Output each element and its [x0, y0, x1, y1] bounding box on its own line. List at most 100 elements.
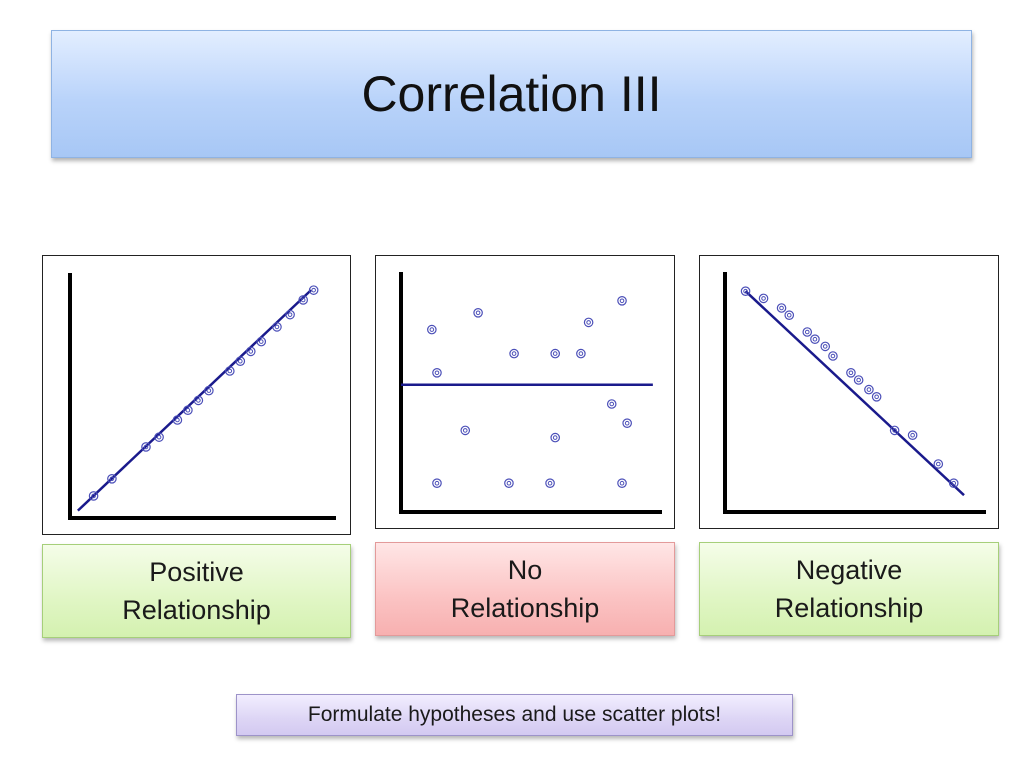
positive-point-outer-ring [272, 322, 282, 332]
negative-point-outer-ring [784, 310, 795, 320]
positive-point-inner-ring [274, 324, 280, 330]
negative-point-outer-ring [828, 351, 838, 361]
positive-point-inner-ring [175, 417, 180, 423]
positive-point-inner-ring [311, 287, 316, 293]
negative-scatter-svg [723, 272, 986, 514]
no-relationship-point-inner-ring [429, 327, 435, 332]
positive-data-point [193, 395, 204, 406]
positive-point-inner-ring [248, 349, 254, 354]
positive-data-point [272, 322, 282, 332]
positive-data-point [107, 474, 117, 484]
positive-data-point [245, 346, 256, 357]
positive-point-inner-ring [109, 476, 115, 482]
no-relationship-data-point [432, 368, 442, 378]
no-relationship-point-inner-ring [619, 298, 625, 304]
no-relationship-data-point [606, 399, 617, 409]
negative-data-point [740, 286, 751, 296]
positive-point-outer-ring [245, 346, 256, 357]
no-relationship-data-point [576, 348, 586, 359]
positive-point-outer-ring [172, 415, 183, 425]
negative-data-point [802, 327, 813, 337]
negative-data-point [853, 375, 864, 385]
negative-data-point [784, 310, 795, 320]
negative-point-inner-ring [951, 480, 957, 486]
negative-data-point [948, 478, 959, 488]
positive-point-outer-ring [285, 309, 295, 320]
positive-data-point [308, 285, 319, 295]
positive-relationship-label: Positive Relationship [122, 557, 271, 625]
no-relationship-point-inner-ring [434, 370, 440, 376]
no-relationship-point-outer-ring [432, 478, 442, 488]
positive-point-inner-ring [185, 407, 191, 413]
negative-point-outer-ring [810, 334, 820, 344]
negative-point-inner-ring [812, 336, 818, 342]
negative-point-outer-ring [802, 327, 813, 337]
negative-point-outer-ring [758, 293, 769, 304]
negative-point-inner-ring [822, 344, 828, 349]
positive-data-point [154, 432, 164, 442]
no-relationship-point-inner-ring [434, 480, 440, 486]
no-relationship-point-outer-ring [504, 478, 514, 488]
positive-point-outer-ring [141, 442, 151, 452]
negative-point-inner-ring [779, 305, 784, 311]
negative-point-inner-ring [804, 329, 810, 335]
no-relationship-scatter-plot [375, 255, 675, 529]
negative-relationship-label: Negative Relationship [774, 555, 924, 623]
no-relationship-data-point [432, 478, 442, 488]
no-relationship-point-inner-ring [475, 310, 481, 316]
positive-point-outer-ring [204, 385, 214, 396]
positive-relationship-label-box: Positive Relationship [42, 544, 351, 638]
positive-point-outer-ring [225, 366, 235, 376]
no-relationship-point-outer-ring [576, 348, 586, 359]
no-relationship-point-inner-ring [547, 480, 553, 486]
no-relationship-point-outer-ring [460, 425, 471, 436]
positive-data-point [204, 385, 214, 396]
positive-data-point [235, 356, 246, 366]
no-relationship-point-inner-ring [506, 480, 512, 486]
positive-data-point [88, 491, 99, 501]
negative-point-inner-ring [936, 461, 941, 467]
positive-data-point [183, 405, 193, 415]
negative-point-inner-ring [830, 353, 836, 359]
no-relationship-point-outer-ring [617, 478, 627, 488]
no-relationship-point-outer-ring [550, 348, 560, 359]
negative-data-point [889, 425, 900, 436]
no-relationship-data-point [427, 324, 437, 335]
negative-point-outer-ring [776, 303, 787, 313]
page-title: Correlation III [361, 66, 662, 122]
positive-data-point [298, 295, 308, 305]
negative-point-outer-ring [853, 375, 864, 385]
negative-point-outer-ring [871, 392, 882, 402]
no-relationship-data-point [550, 432, 560, 443]
no-relationship-point-outer-ring [432, 368, 442, 378]
negative-data-point [933, 459, 944, 469]
no-relationship-label: No Relationship [450, 555, 600, 623]
negative-point-outer-ring [864, 384, 874, 395]
positive-point-inner-ring [300, 297, 306, 303]
no-relationship-point-outer-ring [583, 317, 594, 328]
positive-point-outer-ring [193, 395, 204, 406]
negative-point-outer-ring [933, 459, 944, 469]
negative-point-outer-ring [948, 478, 959, 488]
no-relationship-data-point [550, 348, 560, 359]
no-relationship-point-outer-ring [427, 324, 437, 335]
negative-point-inner-ring [786, 312, 792, 318]
footer-callout: Formulate hypotheses and use scatter plo… [236, 694, 793, 736]
negative-data-point [907, 430, 918, 440]
negative-point-inner-ring [866, 387, 872, 392]
negative-scatter-plot [699, 255, 999, 529]
no-relationship-point-outer-ring [545, 478, 555, 488]
no-relationship-data-point [504, 478, 514, 488]
no-relationship-point-outer-ring [509, 348, 519, 359]
no-relationship-point-inner-ring [586, 320, 591, 325]
negative-data-point [758, 293, 769, 304]
no-relationship-data-point [622, 418, 632, 428]
negative-point-outer-ring [889, 425, 900, 436]
positive-point-inner-ring [206, 388, 212, 393]
no-relationship-point-outer-ring [606, 399, 617, 409]
no-relationship-point-outer-ring [617, 295, 627, 306]
negative-point-outer-ring [740, 286, 751, 296]
no-relationship-point-inner-ring [552, 435, 558, 440]
positive-point-outer-ring [235, 356, 246, 366]
negative-point-outer-ring [907, 430, 918, 440]
